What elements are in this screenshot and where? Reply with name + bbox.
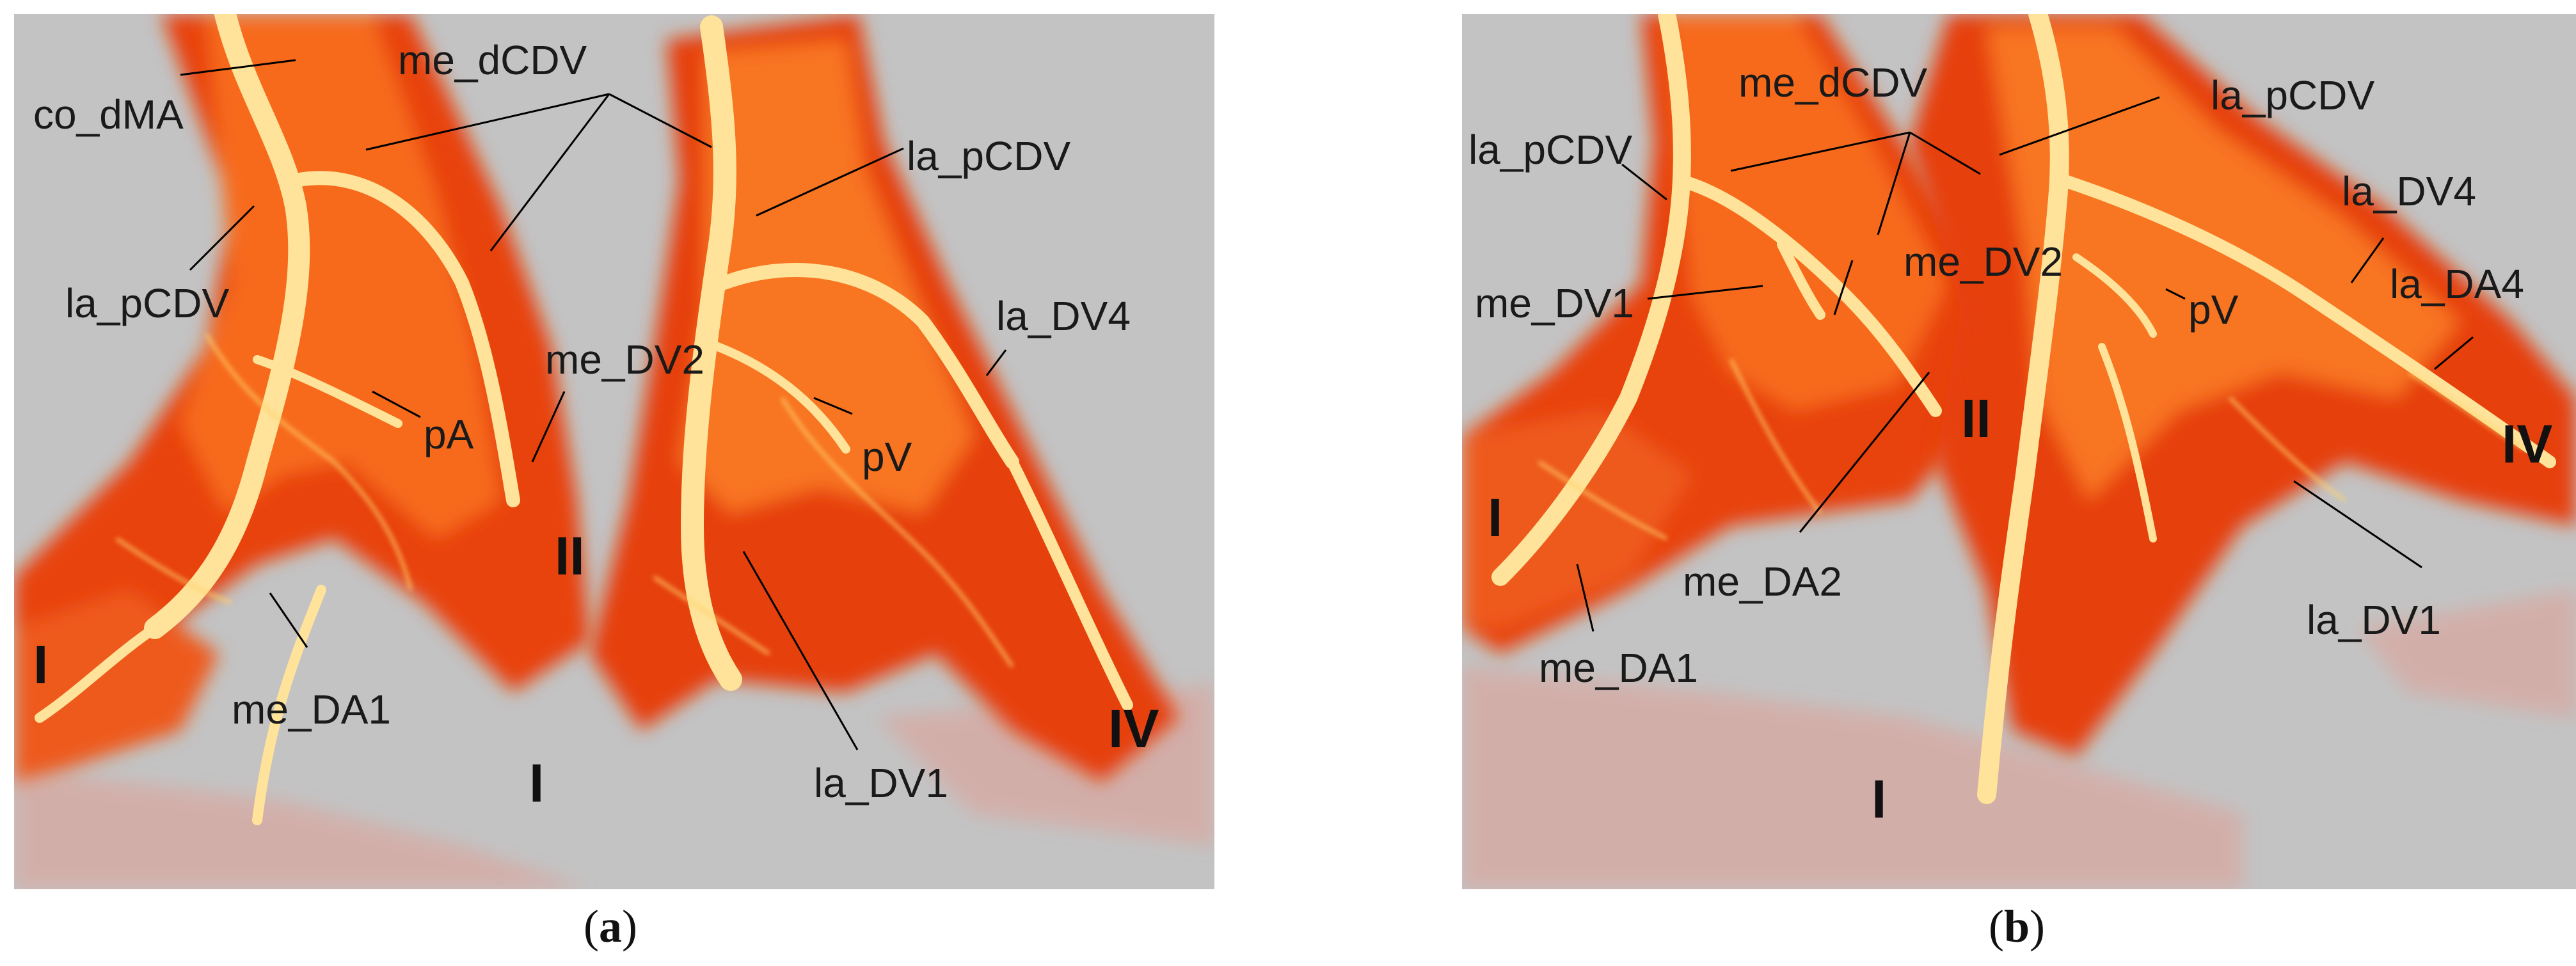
label-la-pcdv-left: la_pCDV [65,280,230,326]
label-la-dv4: la_DV4 [2342,168,2476,214]
tissue-wisp [1462,590,2576,889]
label-me-dv2: me_DV2 [545,337,704,383]
label-pa: pA [424,411,474,457]
label-me-da1: me_DA1 [232,686,391,732]
label-me-dcdv: me_dCDV [1738,59,1928,106]
label-la-da4: la_DA4 [2390,261,2524,307]
vessel-network [1491,14,2556,804]
panel-b-vascular-image [1462,14,2576,889]
label-la-pcdv-right: la_pCDV [907,133,1071,179]
digit-i-left: I [1488,487,1503,548]
digit-i-left: I [33,635,49,695]
digit-ii: II [555,526,585,586]
caption-a-letter: a [598,901,622,952]
label-la-dv1: la_DV1 [814,760,948,806]
label-me-dcdv: me_dCDV [398,37,587,83]
digit-ii: II [1961,388,1991,448]
leader-lines [1576,96,2474,632]
digit-i-middle: I [529,753,545,813]
digit-iv: IV [1108,699,1159,759]
label-me-da2: me_DA2 [1683,558,1842,605]
panel-a-vascular-image [14,14,1214,889]
leader-lines [180,59,1007,750]
left-limb-tissue [1462,14,2012,654]
right-limb-tissue [1910,14,2576,756]
digit-iv: IV [2502,414,2553,474]
label-co-dma: co_dMA [33,91,184,138]
capillary-network [1538,358,2525,541]
label-me-dv1: me_DV1 [1475,280,1634,326]
label-pv: pV [2188,287,2239,333]
capillary-network [115,333,1014,668]
label-la-dv1: la_DV1 [2307,597,2441,643]
label-me-dv2: me_DV2 [1904,239,2063,285]
panel-b-render: me_dCDV la_pCDV la_pCDV la_DV4 la_DA4 me… [1462,14,2576,889]
panel-a-render: co_dMA me_dCDV la_pCDV la_pCDV la_DV4 me… [14,14,1214,889]
label-pv: pV [862,434,912,480]
label-me-da1: me_DA1 [1539,645,1698,691]
label-la-dv4: la_DV4 [996,293,1131,339]
label-la-pcdv-right: la_pCDV [2211,72,2375,118]
caption-b-letter: b [2003,901,2030,952]
left-limb-tissue [14,14,590,782]
digit-i-bottom: I [1872,769,1887,829]
label-la-pcdv-left: la_pCDV [1468,127,1633,173]
vessel-network [35,14,1133,825]
caption-a: (a) [584,901,637,952]
caption-b: (b) [1989,901,2046,952]
